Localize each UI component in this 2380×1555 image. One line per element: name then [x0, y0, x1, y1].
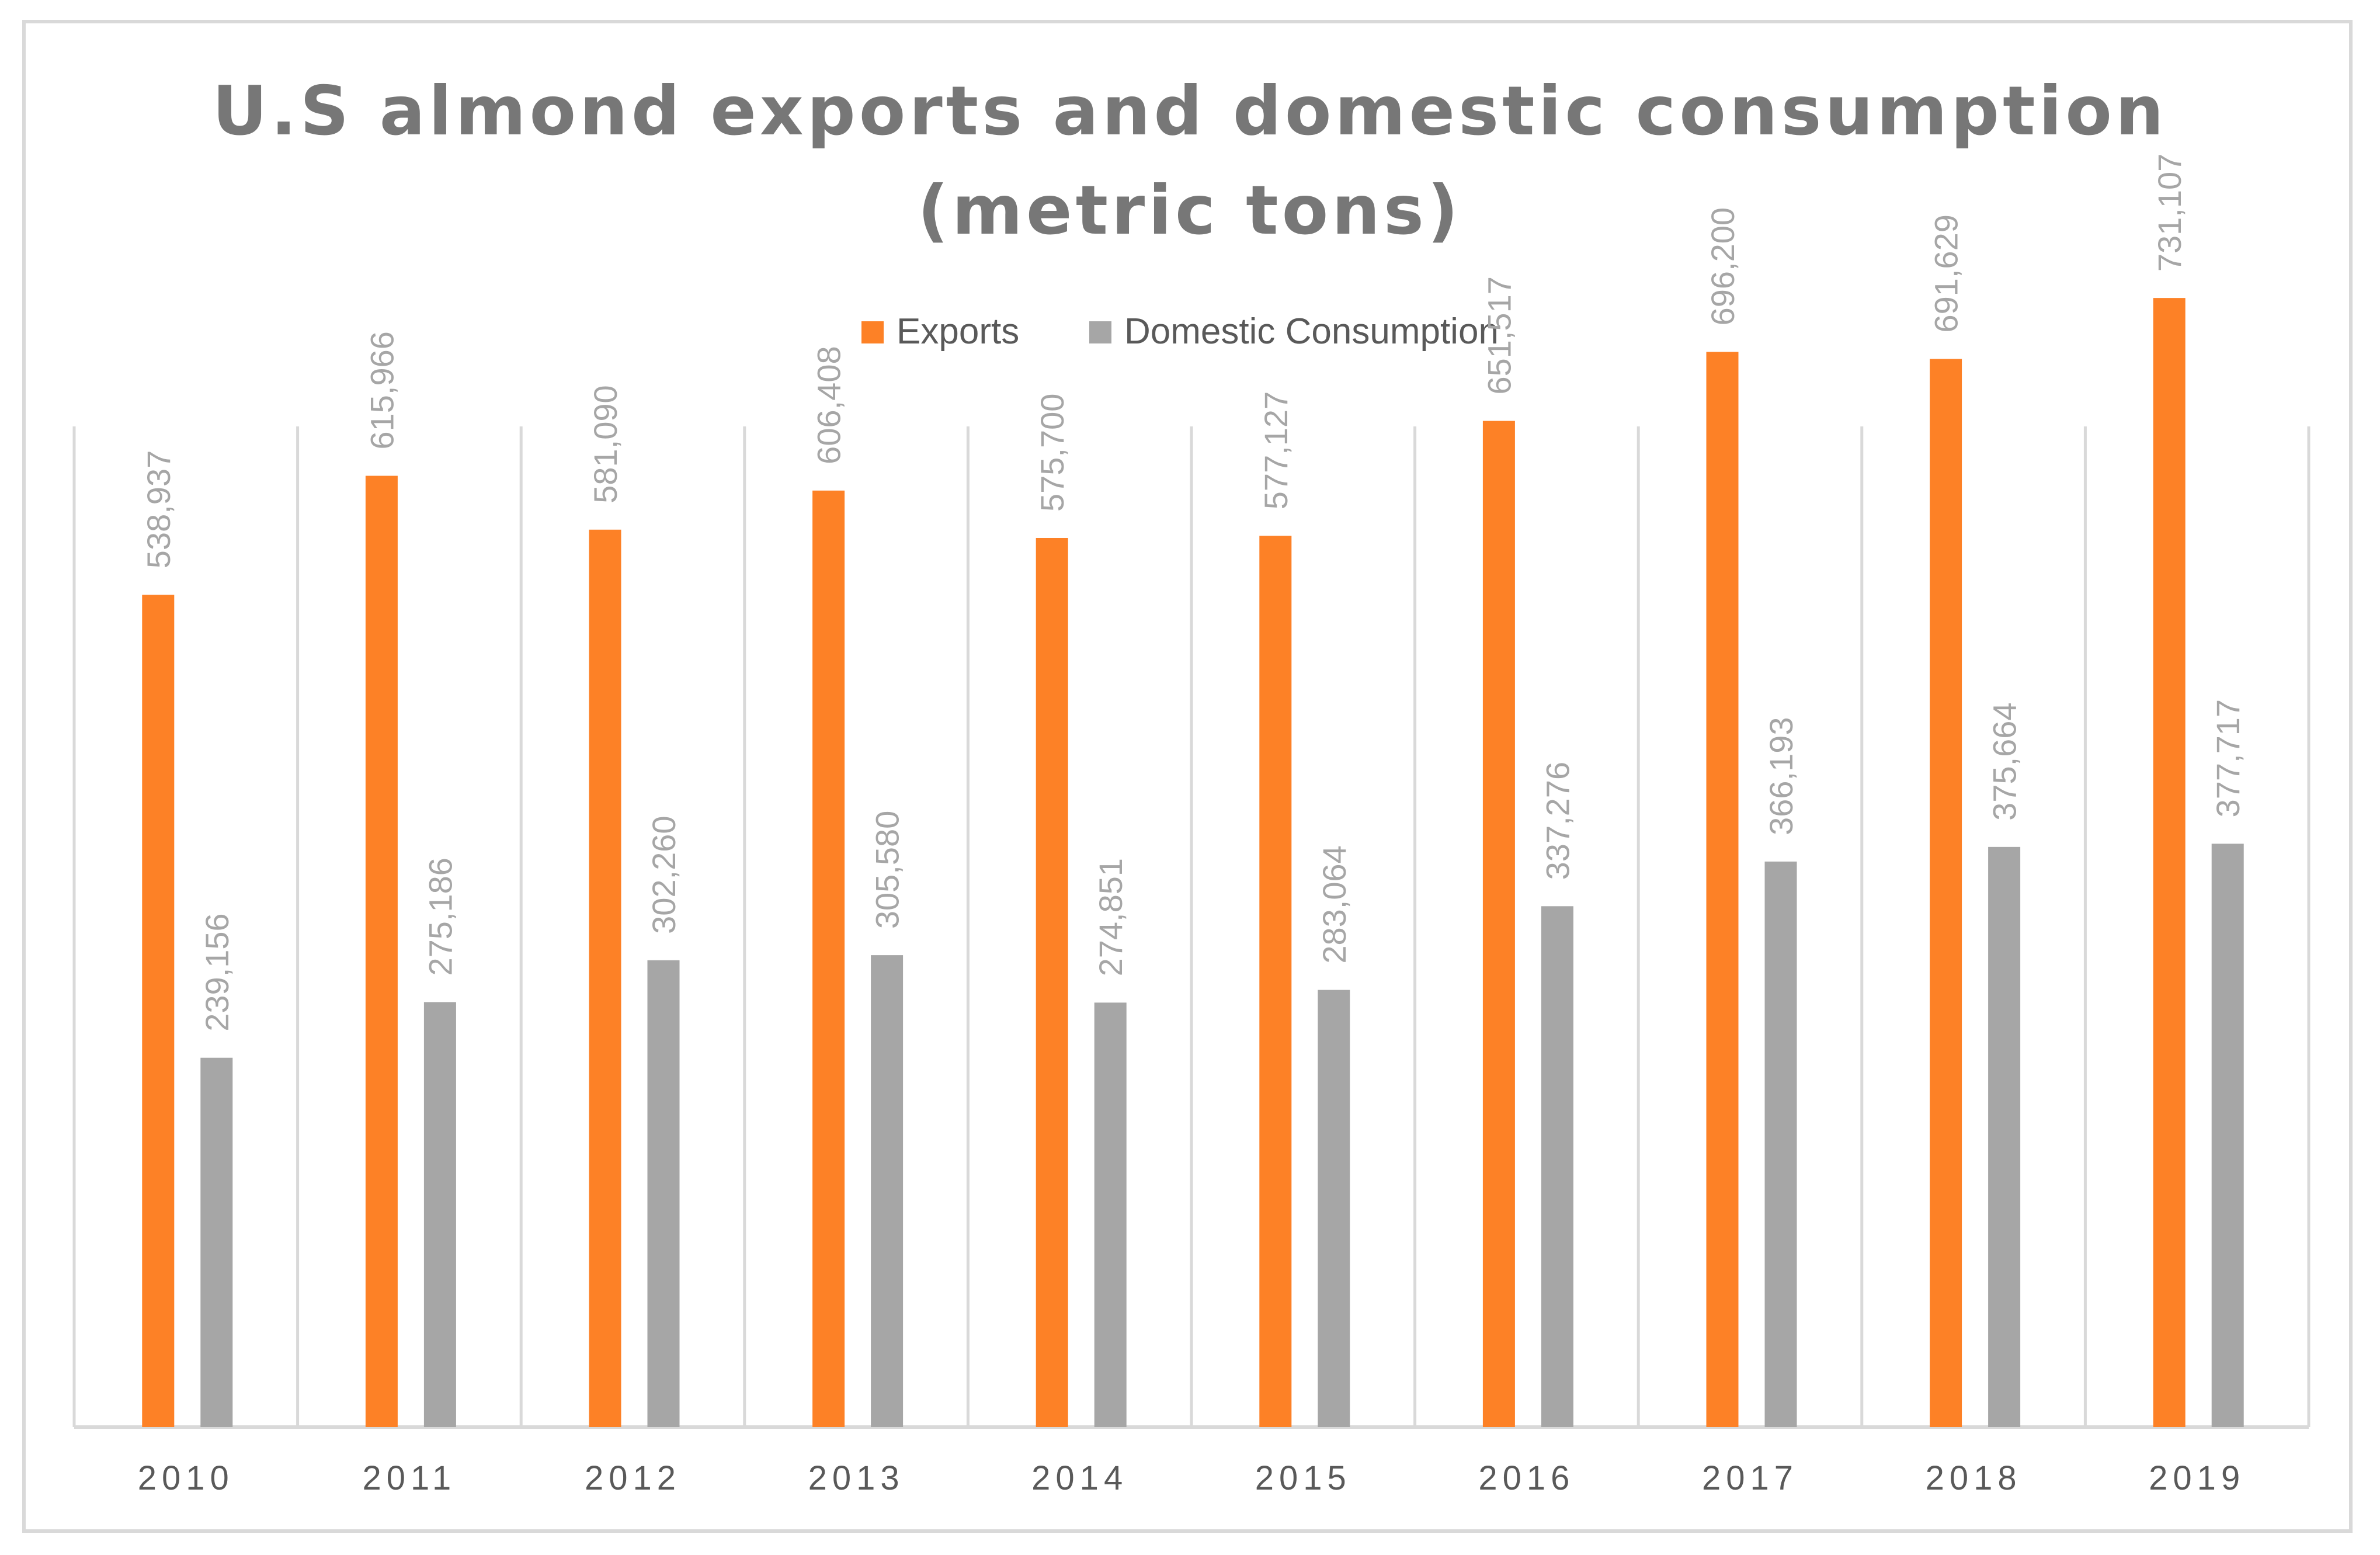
data-label-exports-2015: 577,127 [1257, 391, 1294, 509]
legend-label-exports: Exports [897, 311, 1019, 352]
bar-exports-2016 [1482, 421, 1515, 1427]
data-label-domestic-consumption-2014: 274,851 [1092, 858, 1129, 976]
bar-exports-2019 [2153, 298, 2186, 1427]
bar-domestic-consumption-2015 [1318, 990, 1350, 1427]
data-label-domestic-consumption-2018: 375,664 [1986, 702, 2023, 820]
data-label-exports-2010: 538,937 [140, 450, 177, 568]
data-label-exports-2012: 581,090 [587, 385, 624, 503]
x-tick-label-2019: 2019 [2149, 1459, 2245, 1497]
legend: Exports Domestic Consumption [861, 311, 1499, 352]
bars [142, 298, 2244, 1428]
bar-exports-2015 [1259, 536, 1292, 1428]
x-tick-label-2013: 2013 [808, 1459, 905, 1497]
chart-title-line-1: U.S almond exports and domestic consumpt… [212, 72, 2167, 151]
category-gridlines [72, 426, 2310, 1427]
bar-exports-2018 [1930, 359, 1962, 1427]
bar-domestic-consumption-2010 [200, 1057, 233, 1427]
data-label-exports-2016: 651,517 [1481, 276, 1517, 394]
data-label-exports-2013: 606,408 [811, 346, 847, 464]
bar-domestic-consumption-2011 [423, 1002, 456, 1427]
bar-domestic-consumption-2018 [1988, 846, 2021, 1427]
bar-exports-2017 [1706, 352, 1739, 1427]
data-label-exports-2011: 615,966 [363, 331, 400, 449]
x-tick-label-2017: 2017 [1702, 1459, 1798, 1497]
bar-exports-2012 [589, 529, 621, 1427]
x-tick-label-2010: 2010 [138, 1459, 234, 1497]
bar-domestic-consumption-2017 [1764, 861, 1797, 1427]
bar-domestic-consumption-2014 [1094, 1002, 1127, 1427]
data-labels: 538,937 615,966 581,090 606,408 575,700 577,1… [140, 154, 2246, 1032]
bar-domestic-consumption-2016 [1541, 906, 1573, 1427]
bar-domestic-consumption-2013 [871, 955, 904, 1427]
data-label-domestic-consumption-2012: 302,260 [645, 815, 682, 933]
data-label-domestic-consumption-2013: 305,580 [869, 811, 906, 929]
bar-exports-2014 [1036, 537, 1068, 1427]
data-label-exports-2014: 575,700 [1034, 394, 1071, 512]
legend-label-domestic-consumption: Domestic Consumption [1124, 311, 1499, 352]
bar-domestic-consumption-2019 [2211, 844, 2244, 1427]
legend-swatch-exports [861, 321, 884, 343]
bar-exports-2010 [142, 595, 175, 1427]
bar-exports-2011 [365, 475, 398, 1427]
x-tick-label-2011: 2011 [363, 1459, 457, 1497]
x-tick-label-2012: 2012 [585, 1459, 681, 1497]
x-tick-label-2014: 2014 [1031, 1459, 1128, 1497]
x-tick-labels: 2010 2011 2012 2013 2014 2015 2016 2017 2018 2019 [138, 1459, 2245, 1497]
x-tick-label-2015: 2015 [1255, 1459, 1351, 1497]
legend-swatch-domestic-consumption [1089, 321, 1111, 343]
bar-exports-2013 [812, 490, 845, 1427]
data-label-exports-2019: 731,107 [2151, 154, 2188, 272]
data-label-domestic-consumption-2019: 377,717 [2209, 699, 2246, 817]
x-tick-label-2016: 2016 [1478, 1459, 1575, 1497]
data-label-domestic-consumption-2015: 283,064 [1316, 845, 1353, 963]
data-label-domestic-consumption-2016: 337,276 [1539, 762, 1576, 880]
data-label-exports-2017: 696,200 [1704, 207, 1741, 325]
chart-frame [22, 20, 2353, 1533]
chart-title-line-2: (metric tons) [918, 171, 1462, 250]
data-label-exports-2018: 691,629 [1928, 214, 1965, 332]
data-label-domestic-consumption-2011: 275,186 [422, 858, 458, 976]
data-label-domestic-consumption-2017: 366,193 [1763, 717, 1799, 835]
data-label-domestic-consumption-2010: 239,156 [199, 913, 235, 1031]
x-tick-label-2018: 2018 [1926, 1459, 2022, 1497]
bar-domestic-consumption-2012 [647, 960, 680, 1427]
